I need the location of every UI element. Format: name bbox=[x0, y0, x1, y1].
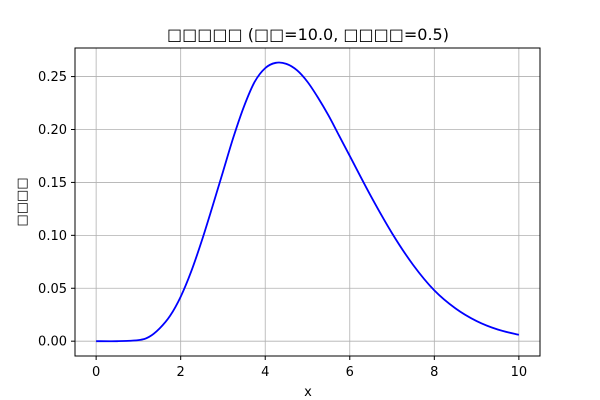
y-tick-label: 0.25 bbox=[38, 70, 67, 85]
x-tick-label: 10 bbox=[511, 365, 528, 380]
x-axis-label: x bbox=[304, 385, 312, 400]
grid bbox=[75, 48, 540, 356]
x-tick-label: 6 bbox=[346, 365, 354, 380]
y-tick-label: 0.15 bbox=[38, 176, 67, 191]
plot-frame bbox=[74, 47, 541, 357]
y-tick-label: 0.05 bbox=[38, 282, 67, 297]
y-tick-label: 0.00 bbox=[38, 335, 67, 350]
y-axis-label: □□□□ bbox=[15, 177, 30, 226]
x-tick-label: 2 bbox=[177, 365, 185, 380]
y-tick-label: 0.10 bbox=[38, 229, 67, 244]
series-line-0 bbox=[96, 61, 520, 343]
y-tick-label: 0.20 bbox=[38, 123, 67, 138]
y-axis-ticks: 0.00 0.05 0.10 0.15 0.20 0.25 bbox=[38, 70, 75, 350]
x-axis-ticks: 0 2 4 6 8 10 bbox=[92, 356, 527, 380]
x-tick-label: 8 bbox=[430, 365, 438, 380]
x-tick-label: 4 bbox=[261, 365, 269, 380]
chart-title: □□□□□ (□□=10.0, □□□□=0.5) bbox=[167, 25, 449, 44]
x-tick-label: 0 bbox=[92, 365, 100, 380]
series-layer bbox=[96, 61, 520, 343]
